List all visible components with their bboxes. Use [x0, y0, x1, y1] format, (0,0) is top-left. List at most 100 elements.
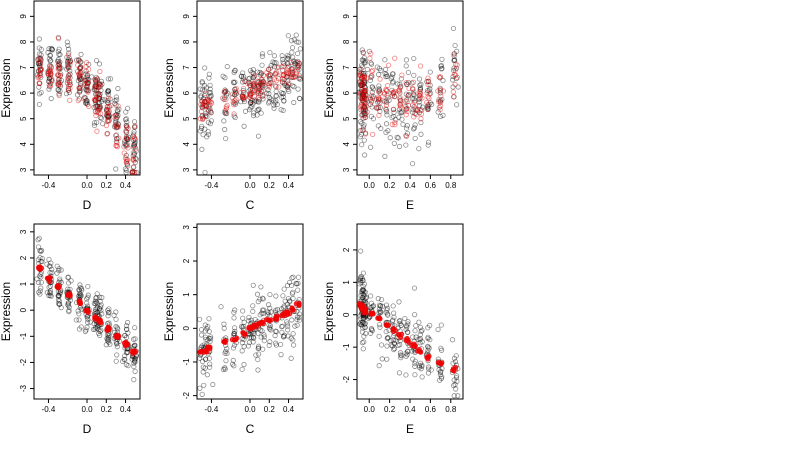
- observed-point: [204, 134, 210, 140]
- fitted-point: [47, 68, 53, 74]
- observed-point: [35, 60, 42, 66]
- fitted-point: [97, 105, 103, 111]
- observed-point: [417, 82, 423, 88]
- observed-point: [95, 108, 101, 114]
- observed-point: [297, 46, 303, 52]
- observed-point: [374, 105, 380, 111]
- fitted-point: [396, 86, 403, 93]
- observed-point: [224, 110, 230, 117]
- observed-point: [411, 104, 417, 110]
- fitted-point: [222, 338, 228, 344]
- observed-point: [377, 104, 383, 110]
- observed-point: [451, 51, 458, 57]
- observed-point: [230, 79, 237, 85]
- observed-point: [232, 114, 238, 121]
- observed-point: [403, 97, 410, 103]
- observed-point: [266, 76, 273, 82]
- observed-point: [94, 119, 100, 125]
- observed-point: [260, 92, 266, 99]
- observed-point: [47, 52, 53, 58]
- fitted-point: [398, 98, 404, 104]
- observed-point: [73, 317, 79, 323]
- observed-point: [76, 287, 83, 293]
- fitted-point: [359, 95, 366, 102]
- observed-point: [412, 363, 418, 369]
- observed-point: [115, 109, 121, 115]
- fitted-point: [290, 307, 296, 313]
- x-tick-label: 0.4: [404, 181, 416, 190]
- observed-point: [56, 268, 62, 274]
- observed-point: [57, 290, 63, 297]
- observed-point: [66, 55, 72, 61]
- observed-point: [248, 105, 254, 111]
- fitted-point: [453, 364, 459, 371]
- observed-point: [240, 93, 246, 100]
- observed-point: [356, 69, 363, 75]
- y-tick-label: 8: [342, 39, 351, 44]
- observed-point: [255, 90, 261, 96]
- observed-point: [199, 105, 206, 111]
- fitted-point: [202, 90, 209, 97]
- observed-point: [436, 97, 442, 103]
- observed-point: [363, 111, 369, 117]
- fitted-point: [381, 90, 387, 96]
- observed-point: [295, 58, 301, 64]
- observed-point: [437, 88, 443, 94]
- observed-point: [93, 294, 99, 301]
- fitted-point: [123, 135, 130, 142]
- observed-point: [247, 86, 253, 93]
- fitted-point: [418, 111, 424, 117]
- fitted-point: [362, 87, 369, 94]
- fitted-point: [55, 65, 62, 71]
- fitted-point: [112, 113, 118, 119]
- observed-point: [94, 325, 100, 331]
- observed-point: [281, 60, 287, 67]
- fitted-point: [97, 110, 104, 117]
- observed-point: [55, 293, 61, 299]
- observed-point: [361, 89, 367, 95]
- fitted-point: [359, 81, 365, 88]
- observed-point: [383, 71, 390, 78]
- observed-point: [38, 247, 45, 254]
- observed-point: [363, 92, 369, 98]
- observed-point: [132, 139, 138, 145]
- fitted-point: [247, 90, 253, 96]
- observed-point: [403, 106, 409, 112]
- observed-point: [92, 306, 99, 312]
- observed-point: [91, 300, 97, 306]
- fitted-point: [368, 311, 374, 317]
- fitted-point: [289, 74, 296, 80]
- observed-point: [238, 73, 244, 79]
- observed-point: [92, 78, 99, 84]
- fitted-point: [123, 156, 130, 162]
- observed-point: [284, 84, 291, 90]
- observed-point: [113, 111, 120, 118]
- fitted-point: [396, 88, 402, 94]
- fitted-point: [113, 124, 119, 130]
- observed-point: [58, 279, 64, 285]
- fitted-point: [357, 91, 363, 97]
- observed-point: [255, 356, 261, 363]
- fitted-point: [231, 102, 237, 108]
- fitted-point: [94, 76, 101, 82]
- fitted-point: [240, 94, 246, 101]
- observed-point: [113, 358, 119, 364]
- fitted-point: [130, 157, 136, 163]
- fitted-point: [368, 51, 374, 57]
- observed-point: [376, 98, 382, 104]
- observed-point: [378, 125, 384, 132]
- observed-point: [288, 38, 295, 44]
- fitted-point: [56, 60, 62, 66]
- fitted-point: [360, 107, 366, 113]
- observed-point: [93, 103, 99, 109]
- observed-point: [46, 46, 52, 52]
- observed-point: [360, 127, 366, 133]
- observed-point: [205, 119, 212, 125]
- observed-point: [37, 248, 43, 254]
- observed-point: [279, 53, 285, 59]
- fitted-point: [417, 88, 423, 95]
- observed-point: [286, 54, 292, 60]
- observed-point: [38, 274, 44, 280]
- observed-point: [284, 55, 291, 61]
